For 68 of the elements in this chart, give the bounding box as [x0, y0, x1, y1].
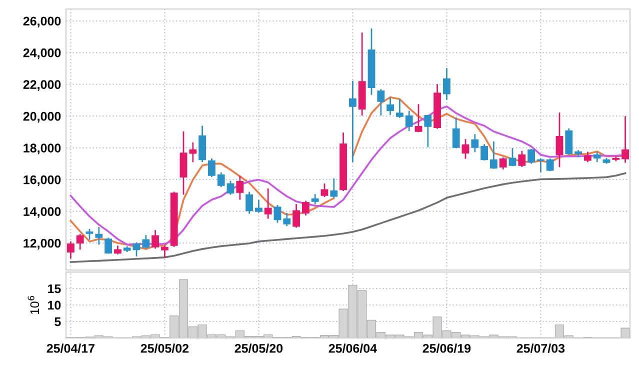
candlestick: [518, 150, 526, 168]
x-tick-label: 25/04/17: [46, 344, 94, 353]
y-tick-label: 14,000: [24, 207, 61, 218]
candlestick: [565, 128, 573, 155]
candlestick: [377, 89, 385, 116]
candlestick: [217, 172, 225, 188]
candlestick: [142, 235, 150, 249]
x-tick-label: 25/05/20: [234, 344, 283, 353]
candlestick: [528, 149, 536, 164]
candlestick: [556, 112, 564, 168]
y-tick-label: 18,000: [24, 144, 61, 154]
candlestick: [320, 183, 328, 198]
candlestick: [546, 158, 554, 172]
x-tick-label: 25/06/04: [328, 344, 377, 353]
candlestick: [405, 110, 413, 132]
y-tick-label: 10: [48, 300, 61, 310]
candlestick: [226, 180, 234, 195]
candlestick: [264, 188, 272, 219]
candlestick: [254, 200, 262, 213]
candlestick: [67, 241, 74, 259]
candlestick: [208, 158, 216, 178]
candlestick: [442, 68, 450, 100]
candlestick: [584, 152, 592, 162]
candlestick: [76, 234, 84, 250]
candlestick: [593, 152, 601, 162]
x-tick-label: 25/07/03: [516, 344, 565, 353]
candlestick: [396, 99, 404, 118]
candlestick: [160, 246, 168, 258]
candlestick: [246, 192, 254, 214]
candlestick: [499, 157, 507, 170]
candlestick: [132, 242, 140, 256]
candlestick: [283, 212, 291, 226]
line-series: [70, 172, 626, 263]
y-tick-label: 20,000: [23, 112, 61, 123]
candlestick: [348, 80, 356, 162]
candlestick: [508, 148, 516, 166]
candlestick: [480, 144, 488, 160]
candlestick: [330, 178, 338, 198]
candlestick: [424, 114, 432, 148]
candlestick: [95, 226, 103, 245]
y-axis-title: 10$^{6}$: [28, 296, 40, 314]
candlestick: [189, 142, 197, 162]
candlestick: [536, 158, 544, 172]
x-tick-label: 25/06/19: [422, 344, 471, 353]
candlestick: [622, 116, 629, 163]
candlestick: [452, 117, 460, 148]
candlestick: [292, 204, 300, 228]
candlestick: [274, 205, 282, 223]
candlestick: [462, 139, 470, 159]
candlestick: [386, 97, 394, 115]
candlestick: [302, 200, 310, 216]
candlestick: [86, 228, 94, 240]
y-tick-label: 12,000: [24, 238, 61, 250]
candlestick: [198, 126, 206, 162]
y-tick-label: 16,000: [24, 175, 61, 186]
x-tick-label: 25/05/02: [140, 344, 189, 353]
candlestick: [471, 134, 479, 152]
candlestick: [490, 141, 498, 169]
y-tick-label: 5: [54, 317, 61, 326]
candlestick: [152, 230, 160, 249]
candlestick: [414, 104, 422, 132]
y-tick-label: 26,000: [23, 16, 61, 28]
candlestick: [236, 176, 244, 200]
y-tick-label: 24,000: [23, 48, 61, 60]
y-tick-label: 15: [48, 284, 61, 294]
y-tick-label: 22,000: [23, 80, 61, 91]
candlestick: [180, 131, 188, 195]
candlestick: [104, 238, 112, 254]
